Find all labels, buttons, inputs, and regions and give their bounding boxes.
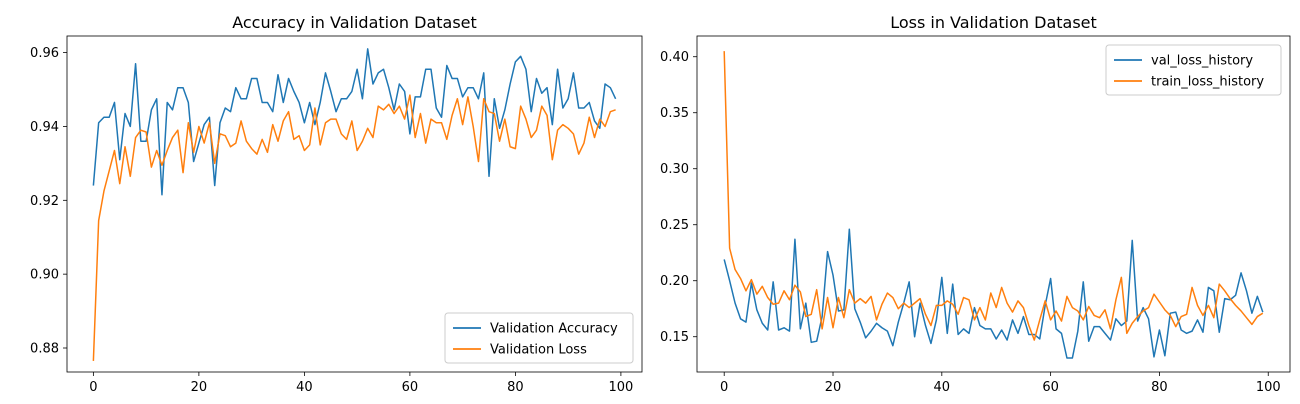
- x-tick-label: 60: [402, 380, 419, 395]
- x-tick-label: 100: [608, 380, 633, 395]
- legend-label-0: Validation Accuracy: [490, 322, 618, 337]
- x-tick-label: 100: [1256, 380, 1281, 395]
- series-line-1: [723, 51, 1264, 341]
- legend-box: [444, 312, 634, 364]
- y-tick-label: 0.96: [30, 46, 59, 61]
- series-line-1: [92, 94, 616, 361]
- chart-title: Loss in Validation Dataset: [890, 13, 1097, 32]
- legend: Validation Accuracy Validation Loss: [444, 312, 634, 364]
- legend-label-0: val_loss_history: [1151, 54, 1253, 69]
- x-tick-label: 20: [191, 380, 208, 395]
- x-tick-label: 60: [1042, 380, 1059, 395]
- y-tick-label: 0.40: [660, 50, 689, 65]
- x-tick-label: 20: [825, 380, 842, 395]
- x-tick-label: 80: [1151, 380, 1168, 395]
- y-tick-label: 0.92: [30, 194, 59, 209]
- series-line-0: [92, 48, 617, 196]
- y-tick-label: 0.20: [660, 274, 689, 289]
- chart-title: Accuracy in Validation Dataset: [232, 13, 477, 32]
- y-tick-label: 0.15: [660, 330, 689, 345]
- accuracy-chart: Accuracy in Validation Dataset 0 20 40 60 80 1…: [30, 13, 643, 395]
- y-tick-label: 0.25: [660, 218, 689, 233]
- x-tick-label: 40: [296, 380, 313, 395]
- legend-box: [1105, 44, 1282, 96]
- legend-label-1: train_loss_history: [1151, 75, 1264, 90]
- legend-label-1: Validation Loss: [490, 343, 587, 358]
- y-tick-label: 0.35: [660, 106, 689, 121]
- y-tick-label: 0.94: [30, 120, 59, 135]
- legend: val_loss_history train_loss_history: [1105, 44, 1282, 96]
- y-tick-label: 0.90: [30, 268, 59, 283]
- plot-frame: [66, 35, 643, 373]
- x-tick-label: 40: [934, 380, 951, 395]
- loss-chart: Loss in Validation Dataset 0 20 40 60 80 100 0.…: [660, 13, 1291, 395]
- y-tick-label: 0.88: [30, 342, 59, 357]
- y-tick-label: 0.30: [660, 162, 689, 177]
- plot-frame: [696, 35, 1291, 373]
- x-tick-label: 0: [89, 380, 97, 395]
- x-tick-label: 0: [720, 380, 728, 395]
- series-line-0: [723, 228, 1264, 359]
- x-tick-label: 80: [507, 380, 524, 395]
